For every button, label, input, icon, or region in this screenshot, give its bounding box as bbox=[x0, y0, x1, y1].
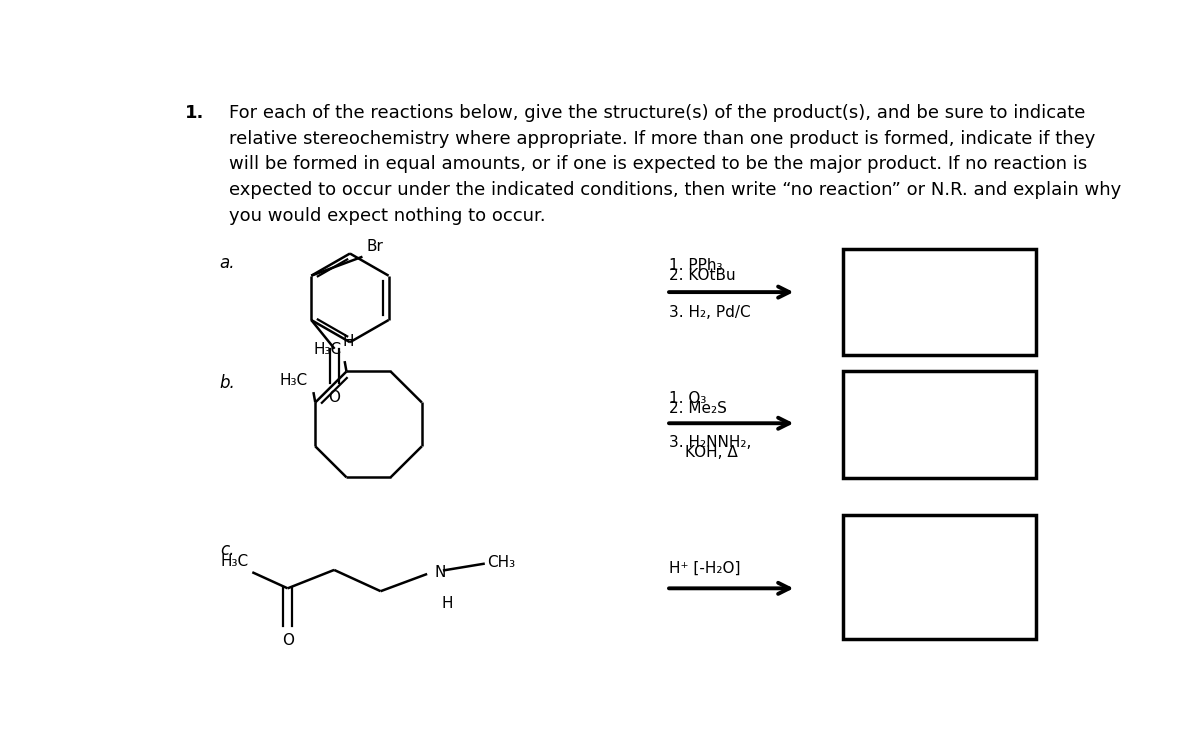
Bar bbox=[842, 515, 1037, 639]
Text: O: O bbox=[329, 390, 341, 405]
Text: 1. O₃: 1. O₃ bbox=[668, 391, 707, 406]
Text: 1. PPh₃: 1. PPh₃ bbox=[668, 258, 722, 273]
Text: 2. Me₂S: 2. Me₂S bbox=[668, 401, 727, 416]
Text: H₃C: H₃C bbox=[313, 342, 342, 357]
Text: H₃C: H₃C bbox=[221, 554, 248, 569]
Text: H: H bbox=[442, 596, 454, 611]
Text: 3. H₂NNH₂,: 3. H₂NNH₂, bbox=[668, 435, 751, 450]
Text: For each of the reactions below, give the structure(s) of the product(s), and be: For each of the reactions below, give th… bbox=[229, 104, 1121, 225]
Text: 1.: 1. bbox=[185, 104, 205, 122]
Text: H₃C: H₃C bbox=[280, 373, 308, 388]
Text: O: O bbox=[282, 633, 294, 648]
Text: 3. H₂, Pd/C: 3. H₂, Pd/C bbox=[668, 305, 750, 320]
Bar bbox=[842, 371, 1037, 478]
Text: H⁺ [-H₂O]: H⁺ [-H₂O] bbox=[668, 561, 740, 576]
Text: b.: b. bbox=[220, 374, 235, 392]
Text: CH₃: CH₃ bbox=[487, 555, 516, 570]
Text: 2. KOtBu: 2. KOtBu bbox=[668, 268, 736, 283]
Text: N: N bbox=[434, 565, 446, 580]
Text: Br: Br bbox=[366, 239, 383, 255]
Text: KOH, Δ: KOH, Δ bbox=[685, 445, 738, 460]
Text: a.: a. bbox=[220, 253, 235, 272]
Text: c.: c. bbox=[220, 541, 234, 560]
Bar bbox=[842, 249, 1037, 356]
Text: H: H bbox=[343, 335, 354, 350]
